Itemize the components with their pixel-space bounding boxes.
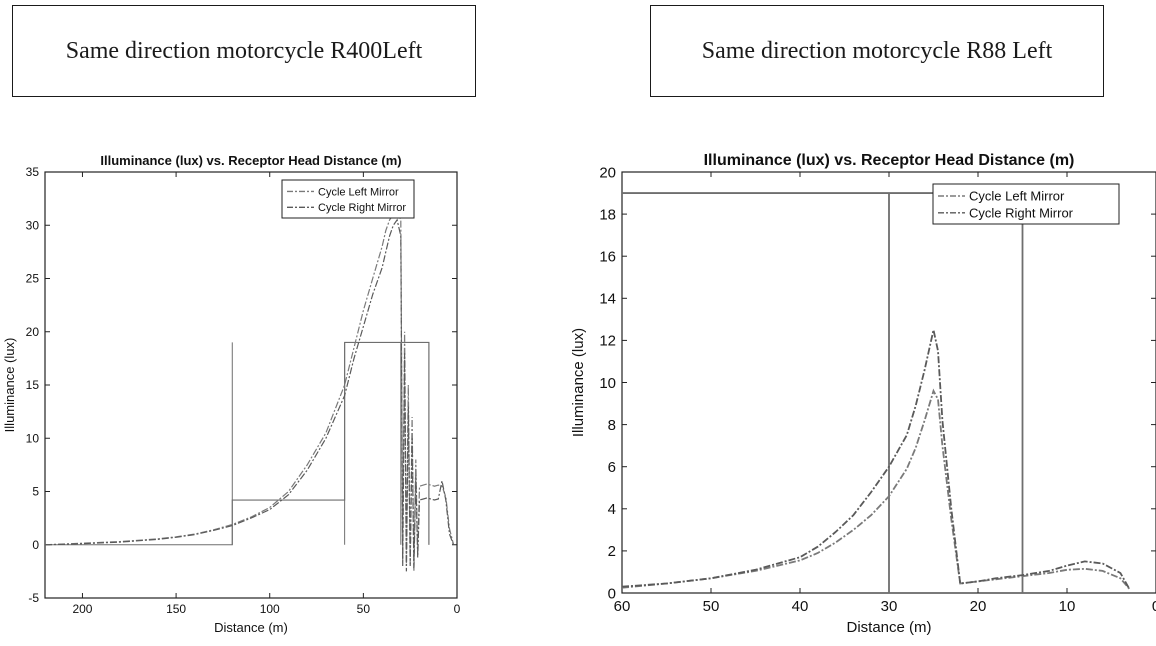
right-chart-series-cycle-right-mirror: [622, 329, 1131, 590]
left-chart-y-tick-label: 30: [26, 218, 40, 232]
right-chart-y-tick-label: 8: [608, 417, 616, 434]
left-chart-x-tick-label: 50: [357, 602, 371, 616]
left-chart-series-cycle-right-mirror: [45, 218, 454, 572]
left-chart-y-axis-label: Illuminance (lux): [2, 338, 17, 433]
left-chart-plot-frame: [44, 171, 458, 599]
right-chart-y-tick-label: 14: [599, 291, 616, 308]
right-chart-y-tick-label: 20: [599, 164, 616, 181]
left-chart-x-tick-label: 100: [260, 602, 280, 616]
left-chart-y-tick-label: 25: [26, 272, 40, 286]
right-chart-x-tick-label: 30: [881, 598, 898, 615]
left-chart-legend-entry: Cycle Right Mirror: [318, 202, 406, 214]
left-chart-title: Illuminance (lux) vs. Receptor Head Dist…: [100, 153, 401, 168]
left-panel-title: Same direction motorcycle R400Left: [12, 5, 476, 97]
left-chart-legend-entry: Cycle Left Mirror: [318, 186, 399, 198]
left-chart-x-tick-label: 200: [72, 602, 92, 616]
right-chart-y-tick-label: 0: [608, 585, 616, 602]
right-chart-series-cycle-left-mirror: [622, 388, 1130, 590]
left-chart-legend-box: [281, 179, 415, 219]
right-chart-x-tick-label: 0: [1152, 598, 1156, 615]
left-chart-y-tick-label: 0: [32, 538, 39, 552]
left-chart-x-tick-label: 0: [454, 602, 461, 616]
right-chart-y-axis-label: Illuminance (lux): [570, 328, 587, 437]
right-chart-y-tick-label: 10: [599, 375, 616, 392]
right-chart-x-axis-label: Distance (m): [846, 619, 931, 636]
right-chart-y-tick-label: 2: [608, 543, 616, 560]
left-chart-y-tick-label: 15: [26, 378, 40, 392]
right-panel-title: Same direction motorcycle R88 Left: [650, 5, 1104, 97]
left-chart-x-tick-label: 150: [166, 602, 186, 616]
right-chart-y-tick-label: 16: [599, 248, 616, 265]
left-chart-legend: Cycle Left Mirror Cycle Right Mirror: [281, 179, 415, 219]
right-chart-x-tick-label: 40: [792, 598, 809, 615]
right-chart-y-tick-label: 6: [608, 459, 616, 476]
right-chart-legend-box: [932, 183, 1120, 225]
right-chart: Illuminance (lux) vs. Receptor Head Dist…: [570, 152, 1156, 636]
right-chart-y-tick-label: 12: [599, 333, 616, 350]
left-chart-y-tick-label: 20: [26, 325, 40, 339]
left-chart-y-tick-label: -5: [28, 591, 39, 605]
left-chart-x-axis-label: Distance (m): [214, 620, 288, 635]
right-chart-y-tick-label: 4: [608, 501, 616, 518]
left-chart-y-tick-label: 10: [26, 431, 40, 445]
right-chart-x-tick-label: 20: [970, 598, 987, 615]
right-chart-x-tick-label: 50: [703, 598, 720, 615]
right-chart-x-tick-label: 10: [1059, 598, 1076, 615]
left-chart-y-tick-label: 35: [26, 165, 40, 179]
left-chart-y-tick-label: 5: [32, 485, 39, 499]
right-chart-x-tick-label: 60: [614, 598, 631, 615]
left-chart: Illuminance (lux) vs. Receptor Head Dist…: [2, 153, 461, 635]
right-chart-legend-entry: Cycle Left Mirror: [969, 189, 1065, 204]
right-chart-title: Illuminance (lux) vs. Receptor Head Dist…: [704, 152, 1075, 169]
right-chart-legend-entry: Cycle Right Mirror: [969, 205, 1074, 220]
right-chart-y-tick-label: 18: [599, 206, 616, 223]
